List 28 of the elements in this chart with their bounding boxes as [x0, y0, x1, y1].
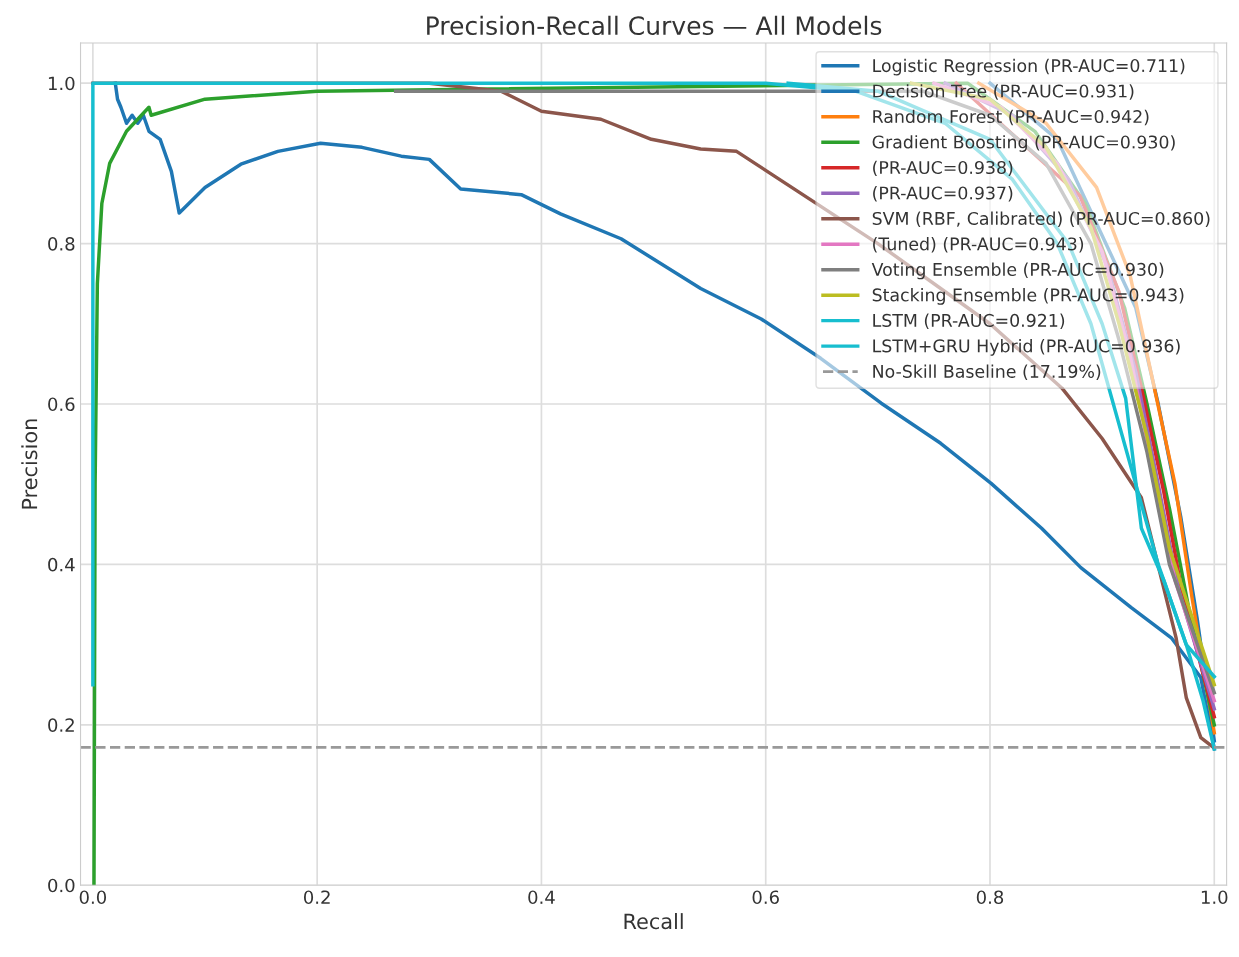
- x-tick-label: 0.6: [752, 890, 779, 905]
- x-tick-label: 0.0: [79, 890, 107, 905]
- legend-label: Gradient Boosting (PR-AUC=0.930): [872, 135, 1175, 152]
- y-tick-label: 0.8: [48, 237, 75, 251]
- legend-label: No-Skill Baseline (17.19%): [873, 364, 1101, 380]
- x-tick-label: 0.8: [976, 890, 1004, 905]
- y-tick-label: 0.0: [48, 878, 75, 893]
- legend-label: Decision Tree (PR-AUC=0.931): [873, 84, 1134, 100]
- legend-label: Stacking Ensemble (PR-AUC=0.943): [872, 288, 1184, 305]
- y-axis-title: Precision: [21, 419, 38, 509]
- legend-label: LSTM (PR-AUC=0.921): [873, 313, 1065, 329]
- legend-label: Random Forest (PR-AUC=0.942): [873, 109, 1149, 126]
- legend-label: Logistic Regression (PR-AUC=0.711): [873, 58, 1185, 76]
- legend-label: SVM (RBF, Calibrated) (PR-AUC=0.860): [872, 211, 1210, 228]
- legend-label: (PR-AUC=0.937): [873, 186, 1013, 202]
- y-tick-label: 0.4: [48, 557, 75, 572]
- x-tick-label: 0.4: [528, 890, 555, 905]
- legend-label: (PR-AUC=0.938): [873, 160, 1013, 177]
- y-tick-label: 0.6: [48, 397, 75, 412]
- y-tick-label: 0.2: [48, 718, 74, 732]
- legend-label: Voting Ensemble (PR-AUC=0.930): [871, 262, 1164, 280]
- x-tick-label: 0.2: [303, 890, 330, 905]
- legend-label: LSTM+GRU Hybrid (PR-AUC=0.936): [873, 339, 1180, 356]
- legend-label: (Tuned) (PR-AUC=0.943): [873, 237, 1084, 253]
- chart-title: Precision-Recall Curves — All Models: [427, 15, 882, 36]
- y-tick-label: 1.0: [48, 76, 75, 91]
- x-axis-title: Recall: [624, 913, 683, 930]
- x-tick-label: 1.0: [1201, 890, 1228, 905]
